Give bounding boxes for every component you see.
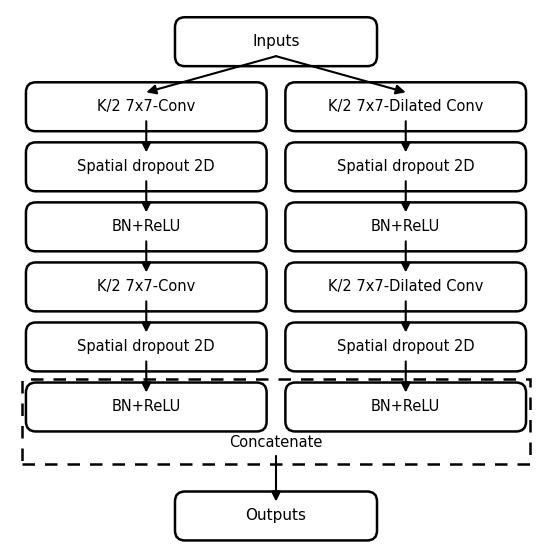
FancyBboxPatch shape bbox=[285, 202, 526, 251]
Text: BN+ReLU: BN+ReLU bbox=[112, 220, 181, 234]
FancyBboxPatch shape bbox=[175, 17, 377, 66]
Text: K/2 7x7-Conv: K/2 7x7-Conv bbox=[97, 280, 195, 294]
FancyBboxPatch shape bbox=[26, 82, 267, 131]
Text: Spatial dropout 2D: Spatial dropout 2D bbox=[77, 160, 215, 174]
FancyBboxPatch shape bbox=[285, 262, 526, 311]
Text: K/2 7x7-Conv: K/2 7x7-Conv bbox=[97, 100, 195, 114]
FancyBboxPatch shape bbox=[285, 142, 526, 191]
Text: K/2 7x7-Dilated Conv: K/2 7x7-Dilated Conv bbox=[328, 100, 484, 114]
Text: Inputs: Inputs bbox=[252, 34, 300, 49]
Text: Spatial dropout 2D: Spatial dropout 2D bbox=[337, 160, 475, 174]
FancyBboxPatch shape bbox=[26, 383, 267, 431]
Text: BN+ReLU: BN+ReLU bbox=[112, 400, 181, 414]
FancyBboxPatch shape bbox=[285, 383, 526, 431]
Text: Outputs: Outputs bbox=[246, 509, 306, 523]
FancyBboxPatch shape bbox=[285, 322, 526, 371]
Text: BN+ReLU: BN+ReLU bbox=[371, 400, 440, 414]
FancyBboxPatch shape bbox=[26, 322, 267, 371]
FancyBboxPatch shape bbox=[26, 142, 267, 191]
Bar bbox=[22, 379, 530, 464]
Text: Spatial dropout 2D: Spatial dropout 2D bbox=[77, 340, 215, 354]
Text: Spatial dropout 2D: Spatial dropout 2D bbox=[337, 340, 475, 354]
FancyBboxPatch shape bbox=[285, 82, 526, 131]
FancyBboxPatch shape bbox=[26, 262, 267, 311]
Text: Concatenate: Concatenate bbox=[229, 435, 323, 449]
Text: BN+ReLU: BN+ReLU bbox=[371, 220, 440, 234]
FancyBboxPatch shape bbox=[26, 202, 267, 251]
FancyBboxPatch shape bbox=[175, 492, 377, 540]
Text: K/2 7x7-Dilated Conv: K/2 7x7-Dilated Conv bbox=[328, 280, 484, 294]
